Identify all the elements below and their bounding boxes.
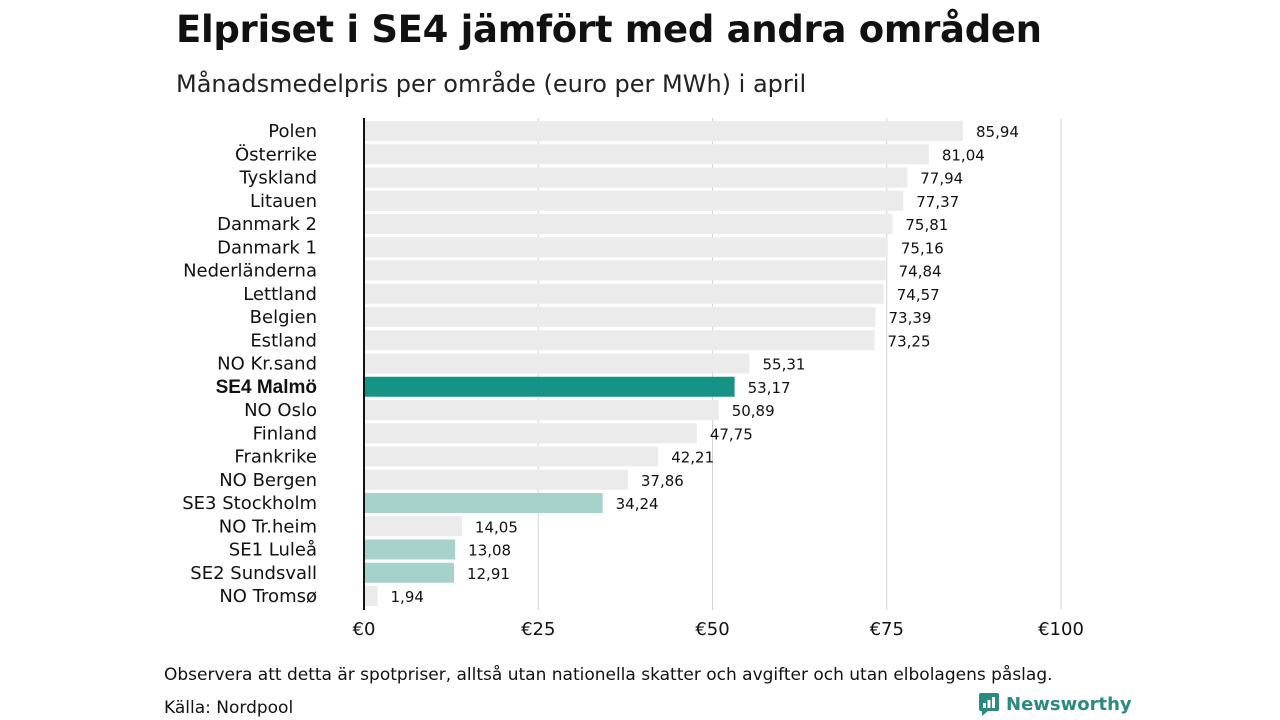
bar — [364, 237, 888, 258]
category-label: Estland — [250, 330, 317, 351]
bar — [364, 539, 456, 560]
bar — [364, 469, 628, 490]
newsworthy-logo-icon — [979, 693, 999, 716]
category-label: Lettland — [243, 284, 317, 305]
category-label: NO Tromsø — [219, 586, 317, 607]
value-label: 73,39 — [889, 309, 932, 327]
category-label: Danmark 2 — [217, 214, 317, 235]
source-credit: Källa: Nordpool — [164, 698, 294, 718]
category-label: SE4 Malmö — [216, 377, 317, 398]
category-label: SE2 Sundsvall — [190, 563, 317, 584]
x-tick-label: €50 — [695, 619, 729, 640]
bar — [364, 307, 876, 327]
value-label: 81,04 — [942, 146, 985, 164]
bar — [364, 562, 454, 583]
bar — [364, 353, 750, 374]
x-tick-label: €100 — [1038, 619, 1084, 640]
bar — [364, 516, 462, 537]
value-label: 74,84 — [899, 263, 942, 281]
chart-title: Elpriset i SE4 jämfört med andra områden — [176, 8, 1042, 51]
value-label: 12,91 — [467, 565, 510, 583]
value-label: 1,94 — [391, 588, 424, 606]
value-label: 73,25 — [888, 332, 931, 350]
bar — [364, 376, 735, 397]
bar — [364, 190, 904, 211]
x-tick-label: €25 — [521, 619, 555, 640]
category-label: SE1 Luleå — [229, 540, 317, 561]
x-tick-label: €75 — [870, 619, 904, 640]
value-label: 37,86 — [641, 472, 684, 490]
chart-subtitle: Månadsmedelpris per område (euro per MWh… — [176, 70, 807, 98]
value-label: 77,94 — [920, 170, 963, 188]
category-label: NO Bergen — [219, 470, 317, 491]
category-label: NO Oslo — [244, 400, 317, 421]
category-label: Österrike — [235, 143, 317, 165]
value-label: 42,21 — [671, 449, 714, 467]
value-label: 47,75 — [710, 425, 753, 443]
value-label: 34,24 — [616, 495, 659, 513]
value-label: 75,16 — [901, 239, 944, 257]
brand-name: Newsworthy — [1006, 693, 1132, 715]
bar — [364, 214, 893, 234]
footnote: Observera att detta är spotpriser, allts… — [164, 665, 1053, 685]
brand-logo: Newsworthy — [978, 692, 1132, 716]
bar — [364, 400, 719, 420]
bar — [364, 167, 908, 188]
category-label: Danmark 1 — [217, 237, 317, 258]
category-label: Nederländerna — [183, 261, 317, 282]
value-label: 14,05 — [475, 518, 518, 536]
category-label: SE3 Stockholm — [182, 493, 317, 514]
category-label: NO Kr.sand — [217, 354, 317, 375]
category-label: Tyskland — [238, 168, 317, 189]
value-label: 74,57 — [897, 286, 940, 304]
bar-chart: Polen 85,94 Österrike 81,04 Tyskland 77,94 Lit… — [182, 118, 1084, 640]
bar — [364, 283, 884, 304]
value-label: 53,17 — [748, 379, 791, 397]
x-tick-label: €0 — [353, 619, 376, 640]
value-label: 50,89 — [732, 402, 775, 420]
bar — [364, 423, 697, 444]
value-label: 13,08 — [468, 542, 511, 560]
bar — [364, 493, 603, 513]
category-label: Frankrike — [234, 447, 317, 468]
bar — [364, 446, 659, 467]
bar — [364, 330, 875, 351]
bar — [364, 121, 964, 141]
category-label: Polen — [268, 121, 317, 142]
category-label: Litauen — [250, 191, 317, 212]
value-label: 77,37 — [916, 193, 959, 211]
category-label: Finland — [253, 423, 317, 444]
bar — [364, 260, 886, 281]
bar — [364, 144, 929, 165]
category-label: Belgien — [250, 307, 317, 328]
value-label: 85,94 — [976, 123, 1019, 141]
bar — [364, 586, 378, 606]
category-label: NO Tr.heim — [219, 516, 317, 537]
value-label: 55,31 — [763, 356, 806, 374]
value-label: 75,81 — [905, 216, 948, 234]
